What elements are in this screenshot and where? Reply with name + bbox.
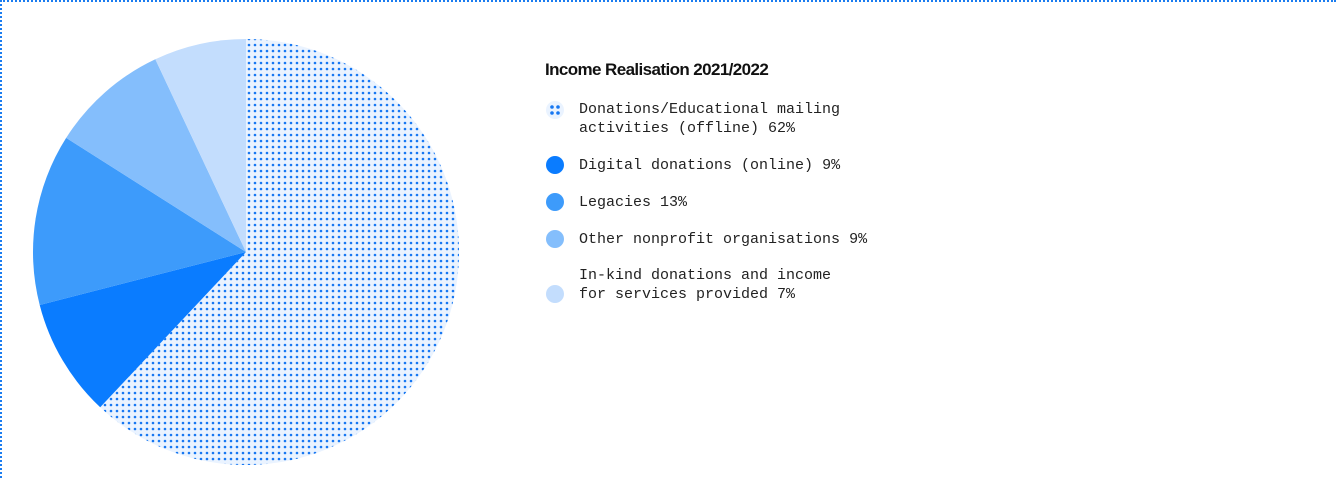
marker-dot: [546, 156, 564, 174]
legend-text: Other nonprofit organisations 9%: [579, 230, 876, 249]
pie-slice: [100, 39, 459, 466]
legend-item: Other nonprofit organisations 9%: [545, 229, 876, 249]
marker-dot: [550, 111, 554, 115]
legend-text: Legacies 13%: [579, 193, 876, 212]
legend-item: Digital donations (online) 9%: [545, 155, 876, 175]
legend-item: In-kind donations and income for service…: [545, 266, 876, 304]
chart-title: Income Realisation 2021/2022: [545, 60, 769, 79]
legend-value: 7%: [777, 286, 796, 303]
legend-item: Legacies 13%: [545, 192, 876, 212]
legend-value: 62%: [768, 120, 796, 137]
pie-chart: [33, 39, 459, 466]
marker-dot: [550, 105, 554, 109]
legend-label: Legacies: [579, 193, 652, 211]
legend-value: 13%: [660, 193, 688, 211]
marker-dot: [556, 105, 560, 109]
legend-marker: [546, 156, 564, 174]
legend-value: 9%: [822, 156, 841, 174]
legend-marker: [546, 230, 564, 248]
marker-bg: [546, 101, 564, 119]
pie-slice: [66, 59, 247, 253]
marker-dot: [546, 230, 564, 248]
legend-value: 9%: [849, 230, 868, 248]
legend-item: Donations/Educational mailing activities…: [545, 100, 876, 138]
legend-marker: [546, 193, 564, 211]
legend-label: Other nonprofit organisations: [579, 230, 841, 248]
pie-slice: [155, 39, 246, 252]
legend-items: Donations/Educational mailing activities…: [545, 100, 876, 304]
legend-marker: [546, 285, 564, 303]
legend-label: Donations/Educational mailing activities…: [579, 101, 841, 137]
pie-slice: [39, 252, 246, 408]
legend-text: In-kind donations and income for service…: [579, 266, 840, 304]
legend: Income Realisation 2021/2022 Donations/E…: [545, 60, 876, 321]
pie-slice: [33, 137, 247, 305]
marker-dot: [556, 111, 560, 115]
marker-dot: [546, 193, 564, 211]
marker-dot: [546, 285, 564, 303]
legend-text: Donations/Educational mailing activities…: [579, 100, 876, 138]
legend-label: Digital donations (online): [579, 156, 814, 174]
legend-text: Digital donations (online) 9%: [579, 156, 876, 175]
legend-marker: [546, 101, 564, 119]
legend-label: In-kind donations and income for service…: [579, 267, 832, 303]
